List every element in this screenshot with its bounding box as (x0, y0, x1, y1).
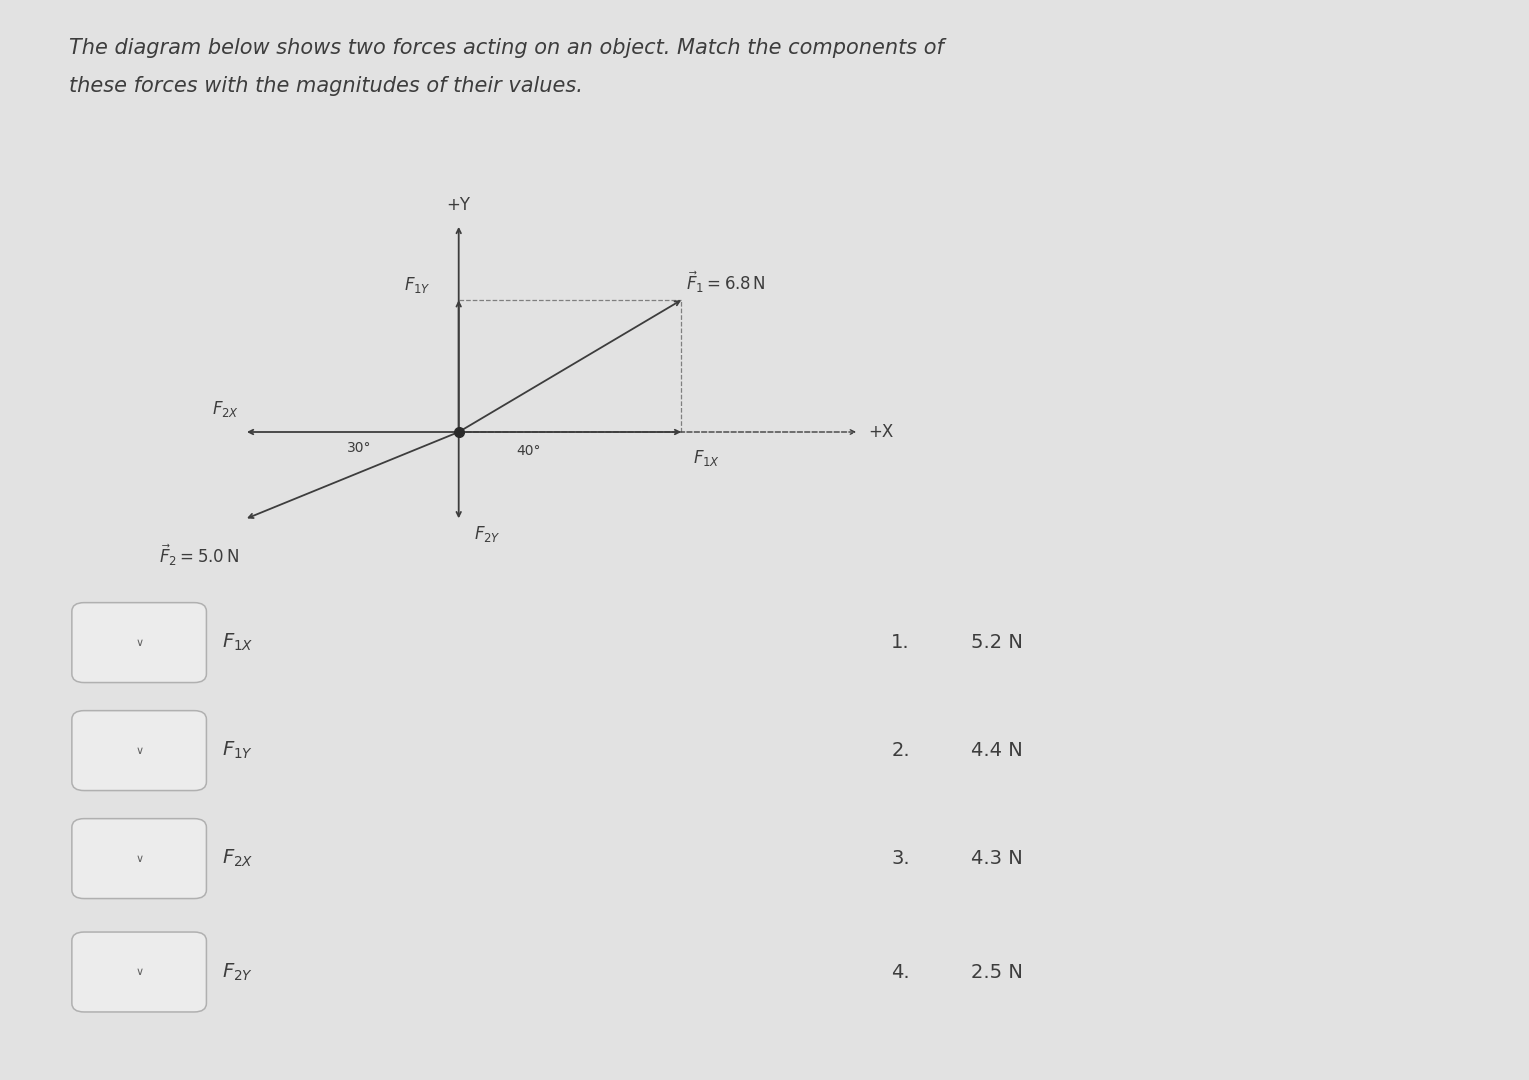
Text: $F_{2X}$: $F_{2X}$ (222, 848, 254, 869)
Text: these forces with the magnitudes of their values.: these forces with the magnitudes of thei… (69, 76, 583, 96)
Text: 2.: 2. (891, 741, 910, 760)
Text: $F_{2X}$: $F_{2X}$ (213, 399, 239, 419)
FancyBboxPatch shape (72, 711, 206, 791)
Text: $F_{1Y}$: $F_{1Y}$ (222, 740, 252, 761)
Text: $F_{2Y}$: $F_{2Y}$ (474, 524, 502, 544)
Text: 4.: 4. (891, 962, 910, 982)
Text: 3.: 3. (891, 849, 910, 868)
Text: $\vec{F}_2 = 5.0\,\mathrm{N}$: $\vec{F}_2 = 5.0\,\mathrm{N}$ (159, 542, 239, 568)
Text: +X: +X (868, 423, 894, 441)
Text: $\vec{F}_1 = 6.8\,\mathrm{N}$: $\vec{F}_1 = 6.8\,\mathrm{N}$ (687, 269, 766, 295)
Text: $F_{1X}$: $F_{1X}$ (694, 448, 720, 469)
Text: $F_{1X}$: $F_{1X}$ (222, 632, 254, 653)
Text: 1.: 1. (891, 633, 910, 652)
Text: 4.3 N: 4.3 N (971, 849, 1023, 868)
Text: ∨: ∨ (135, 853, 144, 864)
FancyBboxPatch shape (72, 819, 206, 899)
FancyBboxPatch shape (72, 603, 206, 683)
Text: 30°: 30° (347, 442, 372, 455)
Text: 2.5 N: 2.5 N (971, 962, 1023, 982)
Text: $F_{2Y}$: $F_{2Y}$ (222, 961, 252, 983)
Text: ∨: ∨ (135, 745, 144, 756)
Text: $F_{1Y}$: $F_{1Y}$ (404, 274, 431, 295)
Text: 5.2 N: 5.2 N (971, 633, 1023, 652)
Text: +Y: +Y (446, 195, 471, 214)
Text: The diagram below shows two forces acting on an object. Match the components of: The diagram below shows two forces actin… (69, 38, 943, 58)
Text: ∨: ∨ (135, 637, 144, 648)
Text: ∨: ∨ (135, 967, 144, 977)
Text: 40°: 40° (517, 445, 541, 458)
FancyBboxPatch shape (72, 932, 206, 1012)
Text: 4.4 N: 4.4 N (971, 741, 1023, 760)
